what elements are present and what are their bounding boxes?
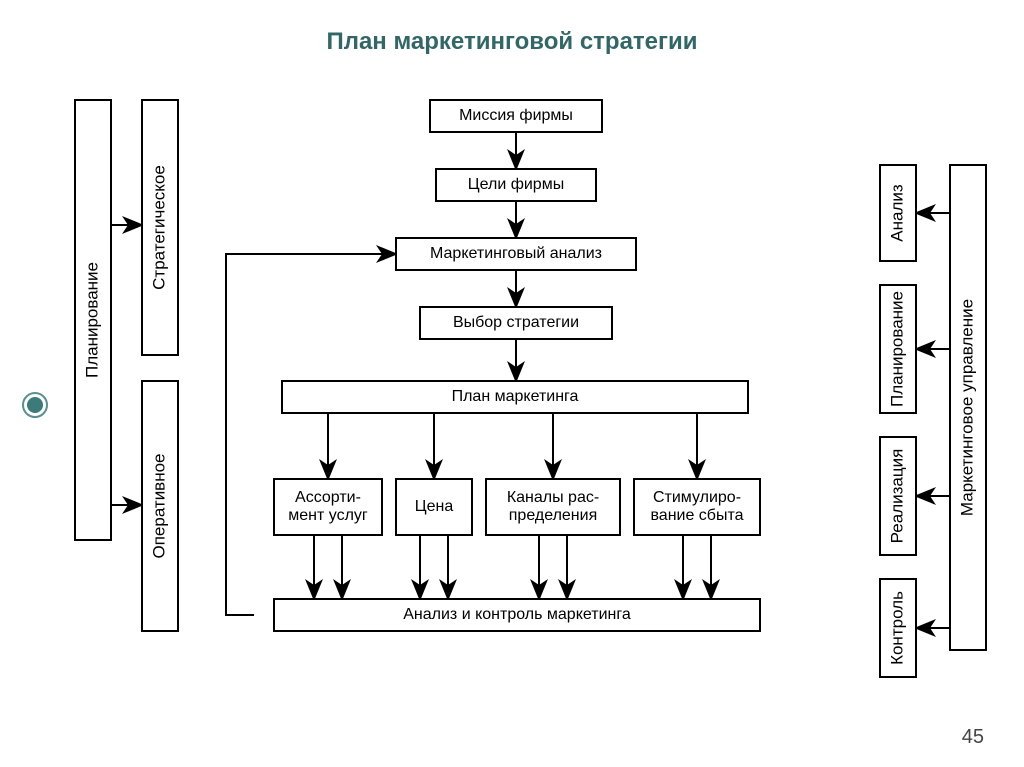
svg-text:Ассорти-: Ассорти- (295, 489, 361, 506)
page-title: План маркетинговой стратегии (0, 28, 1024, 56)
svg-text:Стратегическое: Стратегическое (149, 165, 168, 290)
svg-text:Маркетинговое управление: Маркетинговое управление (957, 299, 976, 516)
svg-text:мент услуг: мент услуг (288, 507, 368, 524)
svg-text:Выбор стратегии: Выбор стратегии (453, 314, 579, 331)
svg-text:Реализация: Реализация (887, 449, 906, 544)
page-number: 45 (962, 726, 984, 749)
svg-text:Миссия фирмы: Миссия фирмы (459, 107, 573, 124)
svg-text:Анализ и контроль маркетинга: Анализ и контроль маркетинга (403, 606, 631, 623)
svg-text:Оперативное: Оперативное (149, 453, 168, 558)
svg-text:План маркетинга: План маркетинга (452, 388, 579, 405)
svg-text:Анализ: Анализ (887, 184, 906, 242)
svg-text:Планирование: Планирование (82, 262, 101, 378)
svg-text:Цели фирмы: Цели фирмы (468, 176, 564, 193)
svg-text:пределения: пределения (509, 507, 597, 524)
flowchart: Планирование Стратегическое Оперативное Мар… (0, 85, 1024, 735)
svg-text:Маркетинговый анализ: Маркетинговый анализ (430, 245, 602, 262)
svg-text:вание сбыта: вание сбыта (650, 507, 743, 524)
svg-text:Каналы рас-: Каналы рас- (507, 489, 599, 506)
svg-text:Планирование: Планирование (887, 291, 906, 407)
svg-text:Контроль: Контроль (887, 591, 906, 665)
svg-text:Стимулиро-: Стимулиро- (653, 489, 741, 506)
svg-text:Цена: Цена (415, 498, 454, 515)
